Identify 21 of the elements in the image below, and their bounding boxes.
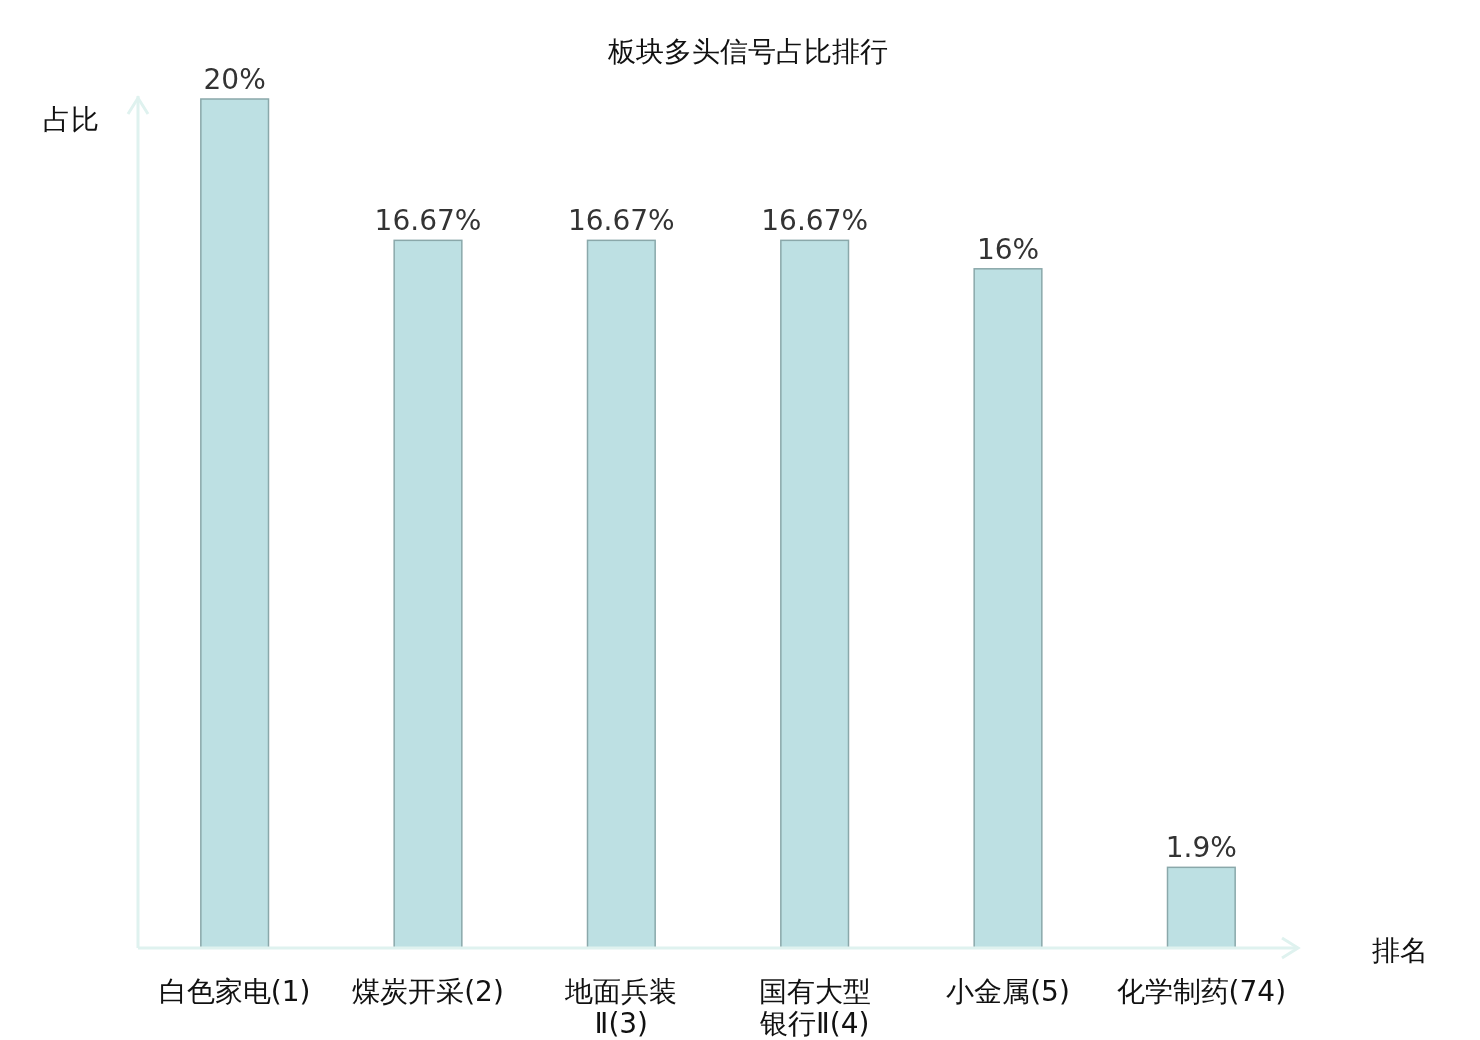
y-axis-title: 占比 (43, 103, 99, 136)
data-label: 16% (976, 232, 1040, 266)
data-label: 20% (203, 63, 266, 96)
x-tick-label: 化学制药(74) (1116, 975, 1287, 1008)
bar (586, 239, 656, 949)
data-label: 16.67% (374, 204, 482, 238)
x-tick-label: 白色家电(1) (158, 975, 311, 1008)
x-tick-label: 煤炭开采(2) (352, 975, 504, 1008)
data-label: 16.67% (761, 204, 869, 238)
bar (973, 268, 1043, 949)
bar (393, 239, 463, 949)
chart-title: 板块多头信号占比排行 (607, 35, 888, 68)
bar (780, 239, 850, 949)
data-label: 16.67% (567, 204, 675, 238)
bar (200, 98, 270, 949)
x-tick-label: 小金属(5) (946, 975, 1070, 1008)
data-label: 1.9% (1165, 831, 1237, 865)
x-tick-label: 地面兵装Ⅱ(3) (564, 975, 678, 1040)
x-tick-label: 国有大型银行Ⅱ(4) (758, 975, 871, 1040)
x-axis-title: 排名 (1372, 934, 1428, 967)
bar (1166, 866, 1236, 949)
